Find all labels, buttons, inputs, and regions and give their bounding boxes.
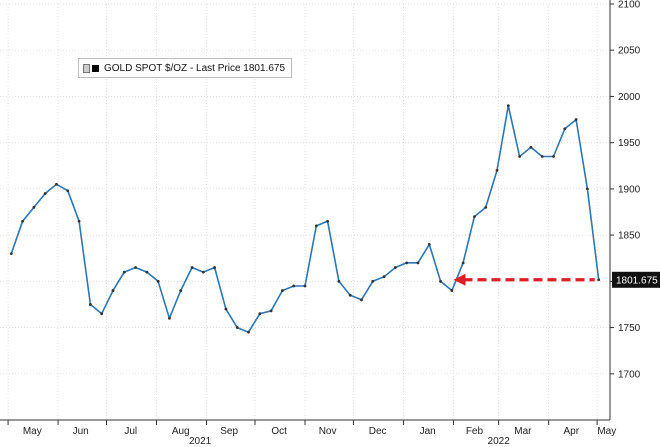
price-point bbox=[552, 155, 555, 158]
price-point bbox=[66, 189, 70, 193]
price-point bbox=[32, 205, 36, 209]
price-point bbox=[326, 219, 329, 223]
price-point bbox=[258, 312, 262, 316]
y-tick-label: 1950 bbox=[618, 138, 641, 149]
price-point bbox=[190, 266, 194, 269]
y-tick-label: 2000 bbox=[618, 92, 641, 103]
y-tick-label: 1750 bbox=[618, 323, 641, 334]
x-tick-label: Mar bbox=[514, 426, 532, 437]
price-point bbox=[43, 192, 47, 195]
price-point bbox=[529, 145, 533, 149]
price-point bbox=[77, 219, 81, 223]
price-point bbox=[427, 242, 431, 246]
last-price-label: 1801.675 bbox=[616, 275, 658, 286]
price-point bbox=[360, 298, 363, 302]
legend-label: GOLD SPOT $/OZ - Last Price 1801.675 bbox=[104, 62, 286, 74]
price-point bbox=[405, 261, 409, 265]
price-point bbox=[179, 289, 183, 292]
price-point bbox=[88, 303, 92, 306]
price-point bbox=[9, 252, 13, 256]
price-point bbox=[484, 205, 488, 209]
x-tick-label: Oct bbox=[271, 426, 287, 437]
x-tick-label: Jun bbox=[73, 426, 89, 437]
legend-series-icon bbox=[92, 64, 99, 72]
price-point bbox=[574, 118, 578, 121]
price-point bbox=[337, 279, 341, 283]
x-tick-label: May bbox=[23, 426, 42, 437]
price-point bbox=[100, 312, 104, 316]
price-point bbox=[495, 169, 499, 172]
x-tick-label: Dec bbox=[369, 426, 387, 437]
last-price-box bbox=[612, 271, 660, 288]
price-point bbox=[269, 309, 273, 313]
price-point bbox=[156, 279, 160, 283]
price-point bbox=[145, 270, 149, 274]
annotation-arrow-head bbox=[453, 273, 466, 286]
price-point bbox=[235, 326, 239, 329]
price-point bbox=[201, 270, 205, 274]
x-tick-label: Aug bbox=[172, 426, 190, 437]
price-point bbox=[506, 104, 510, 108]
price-point bbox=[55, 182, 58, 186]
year-label: 2022 bbox=[488, 436, 511, 447]
price-point bbox=[247, 330, 250, 334]
price-point bbox=[348, 293, 352, 297]
price-point bbox=[393, 266, 397, 269]
price-point bbox=[292, 284, 296, 288]
price-point bbox=[21, 219, 24, 223]
y-tick-label: 2050 bbox=[618, 46, 641, 57]
x-tick-label: Apr bbox=[563, 426, 579, 437]
price-point bbox=[540, 155, 544, 158]
price-point bbox=[597, 278, 601, 282]
legend: GOLD SPOT $/OZ - Last Price 1801.675 bbox=[78, 58, 293, 78]
price-point bbox=[450, 289, 454, 292]
x-tick-label: Nov bbox=[319, 426, 337, 437]
price-point bbox=[281, 289, 284, 292]
x-tick-label: May bbox=[597, 426, 616, 437]
price-point bbox=[111, 289, 115, 292]
year-label: 2021 bbox=[189, 436, 212, 447]
x-tick-label: Feb bbox=[466, 426, 484, 437]
price-point bbox=[461, 261, 465, 265]
price-point bbox=[563, 127, 567, 131]
price-point bbox=[224, 307, 228, 311]
price-point bbox=[473, 215, 476, 219]
y-tick-label: 1900 bbox=[618, 184, 641, 195]
legend-swatch-icon bbox=[83, 63, 90, 73]
price-point bbox=[314, 224, 318, 228]
price-point bbox=[213, 266, 217, 269]
price-point bbox=[382, 275, 386, 279]
price-point bbox=[518, 155, 522, 158]
price-point bbox=[134, 266, 137, 269]
x-tick-label: Jul bbox=[124, 426, 137, 437]
price-point bbox=[371, 279, 375, 283]
price-point bbox=[586, 187, 589, 191]
price-point bbox=[122, 270, 126, 274]
price-point bbox=[168, 316, 171, 320]
x-tick-label: Sep bbox=[220, 426, 238, 437]
price-point bbox=[439, 279, 442, 283]
y-tick-label: 1700 bbox=[618, 369, 641, 380]
x-tick-label: Jan bbox=[420, 426, 436, 437]
price-point bbox=[416, 261, 420, 265]
price-point bbox=[303, 284, 307, 288]
y-tick-label: 2100 bbox=[618, 0, 641, 11]
y-tick-label: 1850 bbox=[618, 231, 641, 242]
